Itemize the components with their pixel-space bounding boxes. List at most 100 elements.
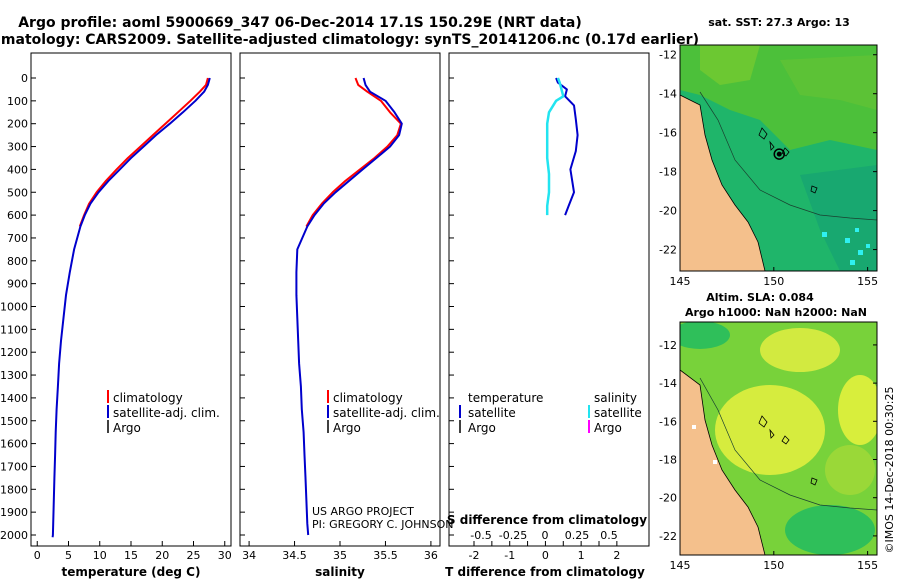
s-difference-tick-label: 0 bbox=[542, 529, 549, 542]
depth-tick-label: 1600 bbox=[0, 438, 28, 451]
lat-tick-label: -22 bbox=[659, 530, 677, 543]
sst-map-ticks: 145 150 155 -12 -14 -16 -18 -20 -22 bbox=[659, 49, 878, 288]
legend-s-satellite-label: satellite bbox=[594, 406, 642, 420]
lat-tick-label: -12 bbox=[659, 49, 677, 62]
temperature-xlabel: temperature (deg C) bbox=[62, 565, 201, 579]
s-difference-tick-label: 0.25 bbox=[565, 529, 590, 542]
lon-tick-label: 145 bbox=[670, 559, 691, 572]
difference-panel-frame bbox=[448, 52, 650, 547]
difference-xtick-label: 2 bbox=[613, 549, 620, 562]
lon-tick-label: 155 bbox=[857, 559, 878, 572]
depth-tick-label: 1900 bbox=[0, 506, 28, 519]
sla-map bbox=[680, 322, 877, 555]
salinity-climatology-line bbox=[305, 77, 402, 227]
salinity-legend: climatology satellite-adj. clim. Argo bbox=[327, 390, 440, 435]
lat-tick-label: -16 bbox=[659, 127, 677, 140]
temperature-climatology-line bbox=[78, 77, 209, 227]
depth-tick-label: 1100 bbox=[0, 323, 28, 336]
depth-tick-label: 2000 bbox=[0, 529, 28, 542]
float-dot bbox=[776, 151, 782, 157]
salinity-panel-frame bbox=[239, 52, 441, 547]
argo-float-marker bbox=[773, 148, 786, 160]
sst-map-frame bbox=[679, 44, 878, 272]
s-difference-tick-label: -0.25 bbox=[499, 529, 527, 542]
depth-tick-label: 800 bbox=[7, 255, 28, 268]
figure-title-line2: Climatology: CARS2009. Satellite-adjuste… bbox=[0, 32, 699, 48]
depth-tick-label: 500 bbox=[7, 186, 28, 199]
lat-tick-label: -22 bbox=[659, 244, 677, 257]
lat-tick-label: -20 bbox=[659, 492, 677, 505]
credit-line1: US ARGO PROJECT bbox=[312, 505, 414, 518]
depth-tick-label: 700 bbox=[7, 232, 28, 245]
lon-tick-label: 145 bbox=[670, 275, 691, 288]
depth-tick-label: 1200 bbox=[0, 346, 28, 359]
depth-tick-label: 600 bbox=[7, 209, 28, 222]
temperature-xtick-label: 5 bbox=[65, 549, 72, 562]
salinity-xtick-label: 36 bbox=[424, 549, 438, 562]
difference-salinity-satellite-line bbox=[545, 77, 565, 216]
depth-tick-label: 400 bbox=[7, 163, 28, 176]
legend-t-satellite-label: satellite bbox=[468, 406, 516, 420]
temperature-legend: climatology satellite-adj. clim. Argo bbox=[107, 390, 220, 435]
float-ring bbox=[773, 148, 786, 160]
temperature-xtick-label: 0 bbox=[34, 549, 41, 562]
depth-tick-label: 100 bbox=[7, 95, 28, 108]
salinity-xtick-label: 35 bbox=[333, 549, 347, 562]
legend-argo-label: Argo bbox=[113, 421, 141, 435]
lat-tick-label: -14 bbox=[659, 88, 677, 101]
s-difference-tick-label: 0.5 bbox=[600, 529, 618, 542]
difference-xtick-label: 0 bbox=[542, 549, 549, 562]
legend-climatology-label: climatology bbox=[333, 391, 403, 405]
depth-axis: 0 100 200 300 400 500 600 700 800 900 1000 1100 1200… bbox=[0, 72, 454, 542]
salinity-satellite-adj-clim--line bbox=[295, 77, 403, 536]
depth-tick-label: 0 bbox=[21, 72, 28, 85]
salinity-xtick-label: 35.5 bbox=[373, 549, 398, 562]
difference-xtick-label: -1 bbox=[504, 549, 515, 562]
legend-satellite-label: satellite-adj. clim. bbox=[333, 406, 440, 420]
s-difference-tick-label: -0.5 bbox=[470, 529, 491, 542]
depth-tick-label: 1700 bbox=[0, 460, 28, 473]
profile-curves bbox=[51, 77, 579, 538]
lat-tick-label: -16 bbox=[659, 415, 677, 428]
lat-tick-label: -18 bbox=[659, 166, 677, 179]
depth-tick-label: 1800 bbox=[0, 483, 28, 496]
depth-tick-label: 200 bbox=[7, 118, 28, 131]
difference-temperature-satellite-line bbox=[555, 77, 579, 216]
temperature-xtick-label: 25 bbox=[187, 549, 201, 562]
difference-xtick-label: -2 bbox=[469, 549, 480, 562]
depth-tick-label: 1000 bbox=[0, 301, 28, 314]
depth-tick-label: 1400 bbox=[0, 392, 28, 405]
temperature-xtick-label: 15 bbox=[124, 549, 138, 562]
sla-map-frame bbox=[679, 321, 878, 556]
temperature-panel-frame bbox=[30, 52, 232, 547]
depth-tick-label: 1300 bbox=[0, 369, 28, 382]
imos-watermark: ©IMOS 14-Dec-2018 00:30:25 bbox=[883, 387, 896, 554]
lat-tick-label: -14 bbox=[659, 377, 677, 390]
difference-xtick-label: 1 bbox=[578, 549, 585, 562]
salinity-xtick-label: 34 bbox=[242, 549, 256, 562]
depth-tick-label: 1500 bbox=[0, 415, 28, 428]
difference-legend: temperature satellite Argo salinity sate… bbox=[459, 391, 642, 435]
lat-tick-label: -18 bbox=[659, 454, 677, 467]
credit-line2: PI: GREGORY C. JOHNSON bbox=[312, 518, 453, 531]
temperature-xtick-label: 30 bbox=[218, 549, 232, 562]
sst-map-title: sat. SST: 27.3 Argo: 13 bbox=[708, 16, 850, 29]
x-axis-ticks: 0 5 10 15 20 25 30 34 34.5 35 35.5 36 -2 -1 0 1 2 -0.5 -0.… bbox=[34, 529, 621, 562]
salinity-xtick-label: 34.5 bbox=[282, 549, 307, 562]
depth-tick-label: 300 bbox=[7, 141, 28, 154]
salinity-xlabel: salinity bbox=[315, 565, 365, 579]
legend-s-argo-label: Argo bbox=[594, 421, 622, 435]
lon-tick-label: 150 bbox=[763, 559, 784, 572]
legend-climatology-label: climatology bbox=[113, 391, 183, 405]
sla-map-ticks: 145 150 155 -12 -14 -16 -18 -20 -22 bbox=[659, 339, 878, 572]
temperature-satellite-adj-clim--line bbox=[51, 77, 211, 538]
sla-map-title1: Altim. SLA: 0.084 bbox=[706, 291, 814, 304]
difference-xlabel: T difference from climatology bbox=[445, 565, 645, 579]
lon-tick-label: 150 bbox=[763, 275, 784, 288]
legend-satellite-label: satellite-adj. clim. bbox=[113, 406, 220, 420]
legend-salinity-title: salinity bbox=[594, 391, 637, 405]
lon-tick-label: 155 bbox=[857, 275, 878, 288]
salinity-difference-xlabel: S difference from climatology bbox=[447, 513, 647, 527]
depth-tick-label: 900 bbox=[7, 278, 28, 291]
sst-map bbox=[680, 45, 877, 271]
